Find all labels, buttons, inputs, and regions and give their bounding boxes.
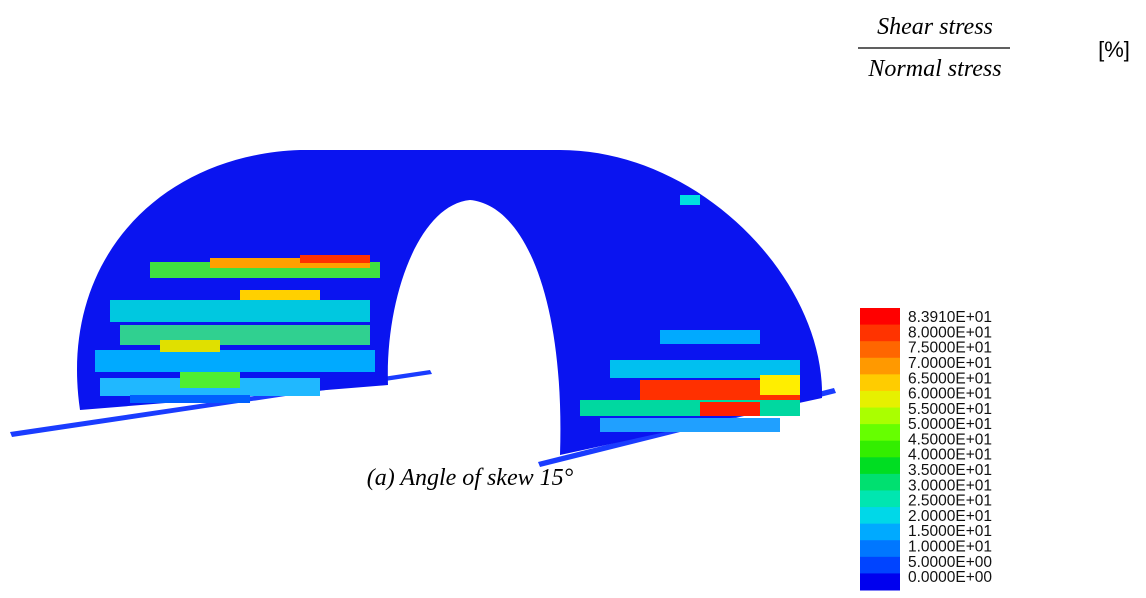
- legend-label: 8.3910E+01: [908, 309, 992, 326]
- legend-label: 6.0000E+01: [908, 386, 992, 403]
- legend-label: 3.0000E+01: [908, 477, 992, 494]
- legend-label: 5.0000E+00: [908, 554, 992, 571]
- color-band: [860, 490, 900, 508]
- color-band: [860, 540, 900, 558]
- color-band: [860, 374, 900, 392]
- legend-unit: [%]: [1098, 37, 1130, 62]
- legend-label: 8.0000E+01: [908, 324, 992, 341]
- color-band: [860, 424, 900, 442]
- legend-label: 2.5000E+01: [908, 493, 992, 510]
- color-band: [860, 407, 900, 425]
- colorbar: [860, 308, 900, 591]
- color-band: [860, 308, 900, 326]
- legend-label: 0.0000E+00: [908, 569, 992, 586]
- color-band: [860, 507, 900, 525]
- color-band: [860, 357, 900, 375]
- legend-title-numerator: Shear stress: [877, 14, 993, 40]
- color-band: [860, 341, 900, 359]
- legend-label: 4.0000E+01: [908, 447, 992, 464]
- color-band: [860, 523, 900, 541]
- color-band: [860, 556, 900, 574]
- legend-labels: 8.3910E+018.0000E+017.5000E+017.0000E+01…: [908, 309, 992, 586]
- legend-label: 2.0000E+01: [908, 508, 992, 525]
- color-band: [860, 440, 900, 458]
- color-band: [860, 324, 900, 342]
- color-band: [860, 573, 900, 591]
- legend-title-denominator: Normal stress: [867, 56, 1001, 82]
- legend-label: 7.5000E+01: [908, 340, 992, 357]
- legend-label: 3.5000E+01: [908, 462, 992, 479]
- stress-patches-left: [95, 255, 380, 403]
- legend-label: 7.0000E+01: [908, 355, 992, 372]
- color-band: [860, 473, 900, 491]
- legend-label: 4.5000E+01: [908, 431, 992, 448]
- tunnel-model: [10, 150, 836, 467]
- legend-label: 5.0000E+01: [908, 416, 992, 433]
- color-band: [860, 390, 900, 409]
- color-band: [860, 457, 900, 475]
- caption: (a) Angle of skew 15°: [367, 465, 574, 491]
- legend-label: 6.5000E+01: [908, 370, 992, 387]
- legend-label: 1.5000E+01: [908, 523, 992, 540]
- legend-label: 5.5000E+01: [908, 401, 992, 418]
- legend-label: 1.0000E+01: [908, 539, 992, 556]
- stress-patches-right: [580, 195, 800, 432]
